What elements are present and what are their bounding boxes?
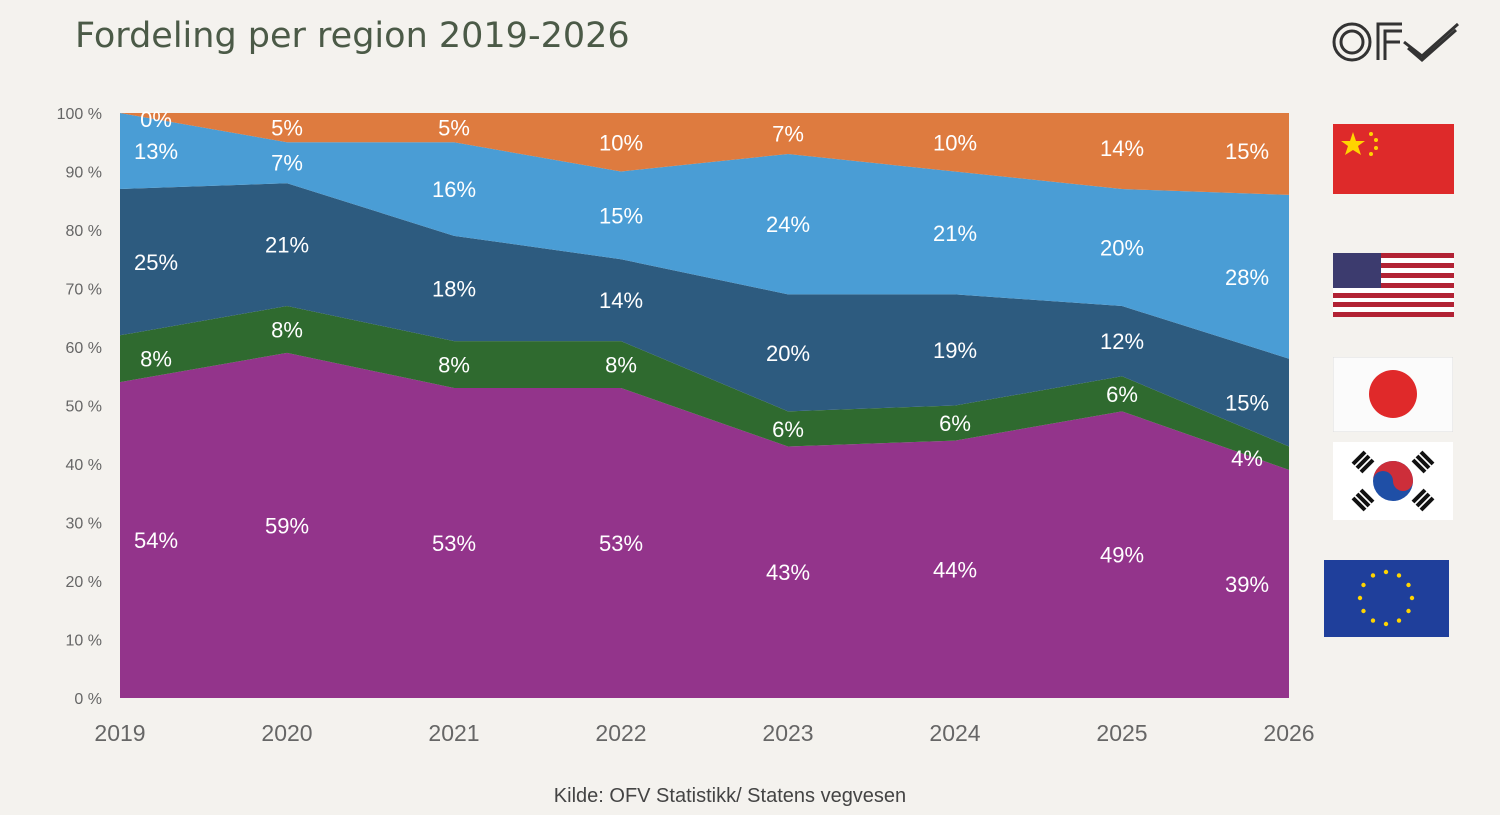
- data-label-china: 0%: [140, 107, 172, 132]
- data-label-korea: 6%: [1106, 382, 1138, 407]
- x-tick-label: 2021: [428, 720, 479, 746]
- data-label-eu: 54%: [134, 528, 178, 553]
- area-korea: [120, 306, 1289, 470]
- data-label-china: 7%: [772, 121, 804, 146]
- source-note: Kilde: OFV Statistikk/ Statens vegvesen: [553, 785, 907, 807]
- data-label-china: 15%: [1225, 139, 1269, 164]
- data-label-japan: 18%: [432, 277, 476, 302]
- chart-title: Fordeling per region 2019-2026: [75, 16, 630, 56]
- x-tick-label: 2022: [595, 720, 646, 746]
- south-korea-flag-icon: [1333, 442, 1453, 520]
- y-tick-label: 20 %: [66, 574, 102, 591]
- data-label-usa: 15%: [599, 203, 643, 228]
- x-tick-label: 2026: [1263, 720, 1314, 746]
- x-tick-label: 2020: [261, 720, 312, 746]
- data-label-japan: 14%: [599, 288, 643, 313]
- x-tick-label: 2019: [94, 720, 145, 746]
- data-label-china: 10%: [933, 130, 977, 155]
- data-label-eu: 53%: [599, 531, 643, 556]
- data-label-usa: 7%: [271, 151, 303, 176]
- stacked-area-chart: 54% 59% 53% 53% 43% 44% 49% 39% 8% 8% 8% 8% 6% 6% 6% 4%…: [57, 106, 1315, 746]
- data-label-japan: 21%: [265, 233, 309, 258]
- data-label-korea: 4%: [1231, 446, 1263, 471]
- area-japan: [120, 183, 1289, 447]
- y-tick-label: 10 %: [66, 633, 102, 650]
- data-label-eu: 53%: [432, 531, 476, 556]
- data-label-usa: 28%: [1225, 265, 1269, 290]
- y-tick-label: 60 %: [66, 340, 102, 357]
- data-label-japan: 25%: [134, 250, 178, 275]
- data-label-eu: 49%: [1100, 543, 1144, 568]
- y-tick-label: 70 %: [66, 282, 102, 299]
- y-tick-label: 50 %: [66, 399, 102, 416]
- y-tick-label: 30 %: [66, 516, 102, 533]
- eu-flag-icon: [1324, 560, 1449, 637]
- ofv-logo: [1332, 22, 1459, 62]
- y-tick-label: 100 %: [57, 106, 102, 123]
- data-label-eu: 39%: [1225, 572, 1269, 597]
- area-usa: [120, 113, 1289, 359]
- data-label-china: 5%: [438, 116, 470, 141]
- data-label-usa: 20%: [1100, 236, 1144, 261]
- data-label-korea: 8%: [605, 353, 637, 378]
- data-label-usa: 21%: [933, 221, 977, 246]
- data-label-usa: 13%: [134, 139, 178, 164]
- x-tick-label: 2024: [929, 720, 980, 746]
- data-label-usa: 16%: [432, 177, 476, 202]
- data-label-eu: 44%: [933, 557, 977, 582]
- data-label-korea: 6%: [772, 417, 804, 442]
- data-label-korea: 6%: [939, 411, 971, 436]
- y-tick-label: 90 %: [66, 165, 102, 182]
- area-china: [120, 113, 1289, 195]
- data-label-japan: 19%: [933, 338, 977, 363]
- data-label-china: 14%: [1100, 136, 1144, 161]
- x-tick-label: 2023: [762, 720, 813, 746]
- y-tick-label: 0 %: [74, 691, 102, 708]
- y-tick-label: 80 %: [66, 223, 102, 240]
- data-label-china: 5%: [271, 116, 303, 141]
- data-label-japan: 15%: [1225, 391, 1269, 416]
- japan-flag-icon: [1333, 357, 1453, 432]
- x-tick-label: 2025: [1096, 720, 1147, 746]
- data-label-korea: 8%: [271, 317, 303, 342]
- china-flag-icon: [1333, 124, 1454, 194]
- data-label-japan: 12%: [1100, 329, 1144, 354]
- data-label-eu: 43%: [766, 560, 810, 585]
- data-label-usa: 24%: [766, 212, 810, 237]
- data-label-korea: 8%: [438, 353, 470, 378]
- usa-flag-icon: [1333, 253, 1454, 317]
- area-eu: [120, 352, 1289, 698]
- data-label-japan: 20%: [766, 341, 810, 366]
- data-label-china: 10%: [599, 130, 643, 155]
- data-label-eu: 59%: [265, 513, 309, 538]
- y-tick-label: 40 %: [66, 457, 102, 474]
- data-label-korea: 8%: [140, 347, 172, 372]
